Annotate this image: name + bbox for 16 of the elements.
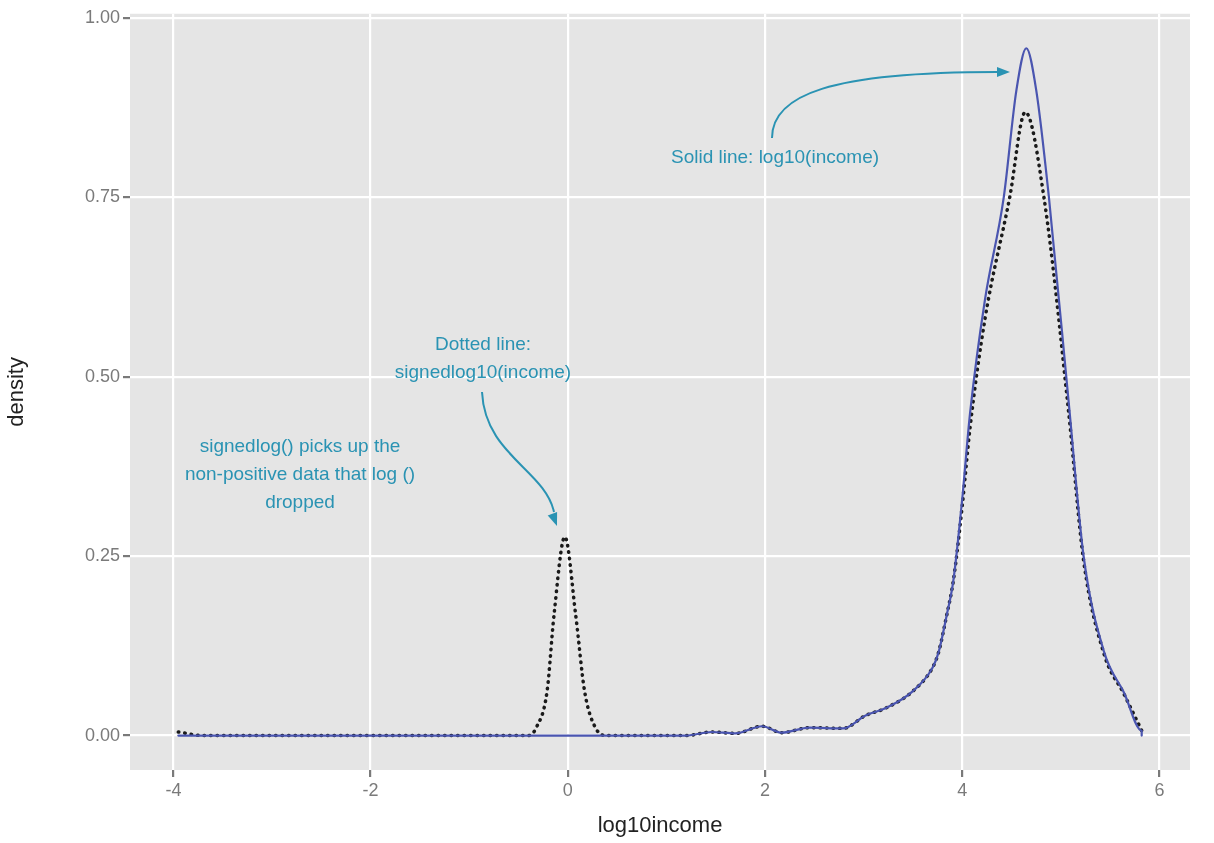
x-tick-label: 0 (562, 779, 573, 800)
x-tick-label: 2 (760, 779, 771, 800)
y-tick-label: 0.50 (84, 365, 120, 386)
y-tick-label: 0.00 (84, 724, 120, 745)
y-tick-label: 1.00 (84, 7, 120, 28)
y-tick-label: 0.75 (84, 186, 120, 207)
annotation: Dotted line: signedlog10(income) (394, 333, 572, 383)
annotation: signedlog() picks up the non-positive data that log () dropped (184, 435, 416, 513)
annotation: Solid line: log10(income) (670, 146, 880, 168)
x-tick-label: 4 (957, 779, 968, 800)
x-axis-title: log10income (597, 811, 723, 837)
x-tick-label: -4 (165, 779, 182, 800)
y-tick-label: 0.25 (84, 545, 120, 566)
x-tick-label: -2 (362, 779, 379, 800)
x-tick-label: 6 (1154, 779, 1165, 800)
y-axis-title: density (3, 357, 29, 427)
